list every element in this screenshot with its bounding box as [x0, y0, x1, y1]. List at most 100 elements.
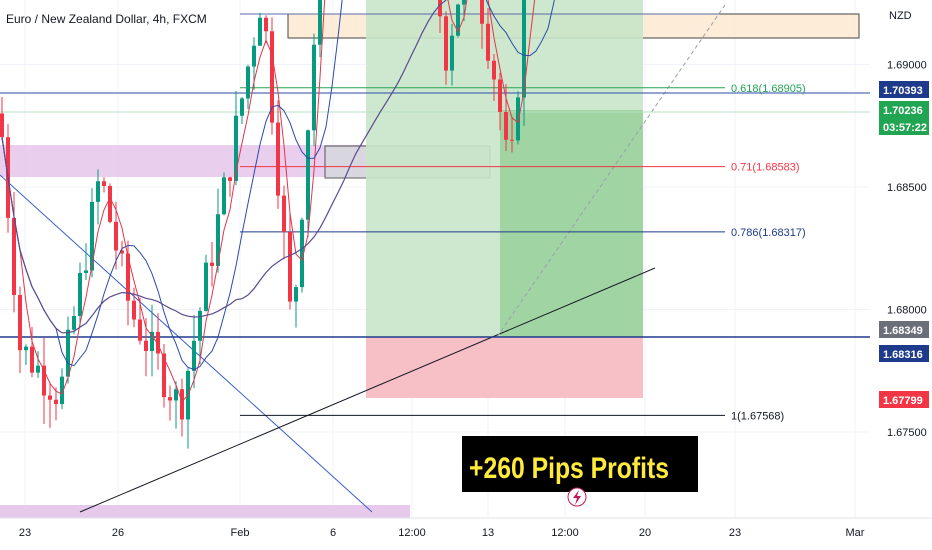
candle-body	[270, 31, 274, 123]
time-tick: 12:00	[398, 527, 426, 539]
candle-body	[66, 329, 70, 377]
candle-body	[234, 115, 238, 181]
trend-line	[0, 174, 373, 513]
price-badge-label: 1.68349	[883, 325, 923, 337]
candle-body	[462, 0, 466, 5]
candle-body	[318, 0, 322, 45]
candle-body	[162, 353, 166, 398]
candle-body	[72, 316, 76, 330]
candle-body	[222, 177, 226, 215]
filled-target	[500, 110, 643, 337]
candle-body	[258, 17, 262, 46]
fib-label: 1(1.67568)	[731, 410, 784, 422]
candle-body	[24, 346, 28, 351]
candle-body	[102, 181, 106, 186]
price-tick: 1.69000	[887, 60, 927, 72]
candle-body	[522, 0, 526, 98]
candle-body	[12, 217, 16, 296]
candle-body	[96, 181, 100, 202]
ma-slow-line	[1, 0, 447, 334]
stop-area	[366, 337, 643, 398]
candle-body	[174, 389, 178, 401]
price-badge	[879, 101, 929, 118]
candle-body	[300, 219, 304, 288]
candle-body	[486, 23, 490, 61]
candle-body	[516, 97, 520, 141]
candle-body	[168, 397, 172, 401]
candle-body	[180, 389, 184, 420]
candle-body	[492, 60, 496, 80]
price-badge-label: 03:57:22	[883, 122, 927, 134]
candle-body	[138, 319, 142, 341]
candle-body	[204, 262, 208, 311]
candle-body	[276, 122, 280, 196]
time-tick: 26	[112, 527, 124, 539]
candle-body	[18, 295, 22, 351]
candle-body	[60, 376, 64, 405]
ma-mid-line	[1, 0, 555, 371]
fib-label: 0.618(1.68905)	[731, 83, 806, 95]
candle-body	[90, 201, 94, 271]
promo-box	[462, 436, 698, 492]
candle-body	[450, 35, 454, 71]
candle-body	[84, 270, 88, 273]
time-tick: Feb	[231, 527, 250, 539]
candle-body	[312, 44, 316, 131]
candle-body	[120, 250, 124, 254]
price-badge	[879, 81, 929, 98]
price-tick: 1.67500	[887, 427, 927, 439]
candle-body	[144, 340, 148, 351]
currency-label: NZD	[889, 10, 912, 22]
price-badge-label: 1.70393	[883, 85, 923, 97]
candle-body	[264, 17, 268, 32]
time-tick: 13	[482, 527, 494, 539]
price-badge-label: 1.70236	[883, 105, 923, 117]
candle-body	[288, 231, 292, 302]
time-tick: 6	[330, 527, 336, 539]
price-badge	[879, 321, 929, 338]
promo-text: +260 Pips Profits	[469, 452, 669, 485]
price-badge-label: 1.68316	[883, 349, 923, 361]
price-badge	[879, 118, 929, 135]
trend-line	[79, 267, 656, 513]
candle-body	[252, 45, 256, 67]
support-zone	[0, 505, 410, 518]
candle-body	[0, 113, 4, 138]
candle-body	[504, 111, 508, 140]
candle-body	[456, 4, 460, 36]
candle-body	[30, 346, 34, 373]
candle-body	[36, 365, 40, 373]
candle-body	[210, 262, 214, 266]
candle-body	[192, 340, 196, 371]
candle-body	[216, 214, 220, 266]
price-badge	[879, 345, 929, 362]
candle-body	[78, 272, 82, 317]
candle-body	[48, 395, 52, 400]
time-tick: Mar	[846, 527, 865, 539]
ma-fast-line	[1, 0, 536, 403]
candle-body	[480, 0, 484, 24]
price-scale	[870, 0, 932, 518]
price-badge-label: 1.67799	[883, 395, 923, 407]
candle-body	[306, 130, 310, 220]
fib-label: 0.786(1.68317)	[731, 227, 806, 239]
time-tick: 23	[729, 527, 741, 539]
candle-body	[240, 98, 244, 116]
lightning-icon-glyph	[573, 490, 581, 505]
candle-body	[54, 399, 58, 405]
price-tick: 1.68500	[887, 182, 927, 194]
candle-body	[156, 331, 160, 354]
candle-body	[510, 139, 514, 141]
candle-body	[228, 177, 232, 181]
time-tick: 23	[19, 527, 31, 539]
candle-body	[42, 365, 46, 396]
chart-title: Euro / New Zealand Dollar, 4h, FXCM	[6, 12, 207, 26]
candle-body	[498, 79, 502, 112]
candle-body	[438, 0, 442, 17]
target-area	[366, 0, 643, 337]
candle-body	[198, 310, 202, 341]
candle-body	[444, 16, 448, 71]
candle-body	[126, 253, 130, 301]
time-tick: 20	[639, 527, 651, 539]
